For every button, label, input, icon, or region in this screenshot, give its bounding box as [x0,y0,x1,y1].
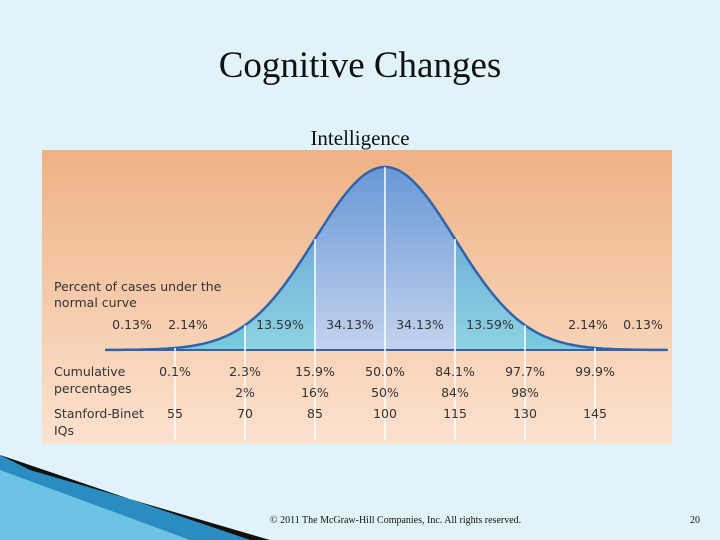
cumulative-value: 50.0% [365,364,405,379]
iq-value: 115 [443,406,467,421]
sd-lines [174,167,596,440]
percent-label: 2.14% [168,317,208,332]
rounded-value: 98% [511,385,539,400]
iq-value: 145 [583,406,607,421]
percent-label: 34.13% [326,317,374,332]
cumulative-value: 0.1% [159,364,191,379]
cumulative-label: Cumulative [54,364,126,379]
rounded-value: 84% [441,385,469,400]
slide-title: Cognitive Changes [218,45,502,86]
decor [0,470,190,540]
cumulative-value: 2.3% [229,364,261,379]
percent-label: 2.14% [568,317,608,332]
cumulative-label: percentages [54,381,132,396]
iq-value: 85 [307,406,323,421]
curve-label: normal curve [54,295,137,310]
percent-label: 13.59% [466,317,514,332]
rounded-value: 50% [371,385,399,400]
iq-value: 130 [513,406,537,421]
rounded-value: 2% [235,385,255,400]
normal-curve [105,165,667,352]
curve-label: Percent of cases under the [54,279,222,294]
iq-value: 55 [167,406,183,421]
iq-value: 100 [373,406,397,421]
iq-label: IQs [54,423,74,438]
cumulative-value: 99.9% [575,364,615,379]
figure-labels: Percent of cases under the normal curve … [54,279,663,438]
rounded-value: 16% [301,385,329,400]
iq-value: 70 [237,406,253,421]
page-number: 20 [690,515,700,526]
percent-label: 0.13% [623,317,663,332]
percent-label: 13.59% [256,317,304,332]
percent-label: 0.13% [112,317,152,332]
copyright: © 2011 The McGraw-Hill Companies, Inc. A… [270,515,522,526]
percent-label: 34.13% [396,317,444,332]
slide-subtitle: Intelligence [310,126,410,150]
cumulative-value: 97.7% [505,364,545,379]
cumulative-value: 84.1% [435,364,475,379]
cumulative-value: 15.9% [295,364,335,379]
iq-label: Stanford-Binet [54,406,144,421]
